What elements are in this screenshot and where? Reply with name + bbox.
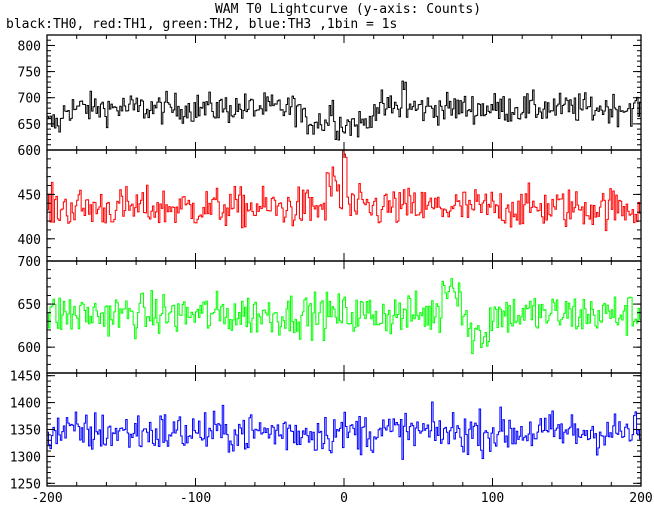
y-tick-label: 700 (18, 92, 41, 107)
x-tick-label: -200 (31, 491, 62, 505)
y-tick-label: 1450 (10, 370, 41, 385)
panels-group: 600 650 700 750 800 400 450 600 650 700 1250 1300 13… (10, 34, 653, 505)
y-tick-label: 1400 (10, 397, 41, 412)
y-tick-label: 700 (18, 255, 41, 270)
y-tick-label: 650 (18, 298, 41, 313)
series-line-th3 (47, 401, 641, 460)
y-tick-label: 650 (18, 118, 41, 133)
y-tick-label: 1250 (10, 477, 41, 492)
figure-title: WAM T0 Lightcurve (y-axis: Counts) (215, 2, 481, 17)
y-tick-label: 600 (18, 144, 41, 159)
panel-frame-th2 (46, 260, 642, 374)
y-tick-label: 450 (18, 188, 41, 203)
y-tick-label: 800 (18, 39, 41, 54)
y-tick-label: 1300 (10, 450, 41, 465)
y-tick-label: 400 (18, 233, 41, 248)
x-tick-label: 100 (481, 491, 504, 505)
x-tick-label: -100 (180, 491, 211, 505)
series-line-th0 (47, 80, 641, 141)
x-tick-label: 0 (340, 491, 348, 505)
y-tick-label: 750 (18, 66, 41, 81)
figure-subtitle: black:TH0, red:TH1, green:TH2, blue:TH3 … (6, 17, 397, 32)
series-line-th2 (47, 278, 641, 355)
series-line-th1 (47, 150, 641, 232)
y-tick-label: 1350 (10, 424, 41, 439)
x-tick-label: 200 (629, 491, 652, 505)
y-tick-label: 600 (18, 341, 41, 356)
